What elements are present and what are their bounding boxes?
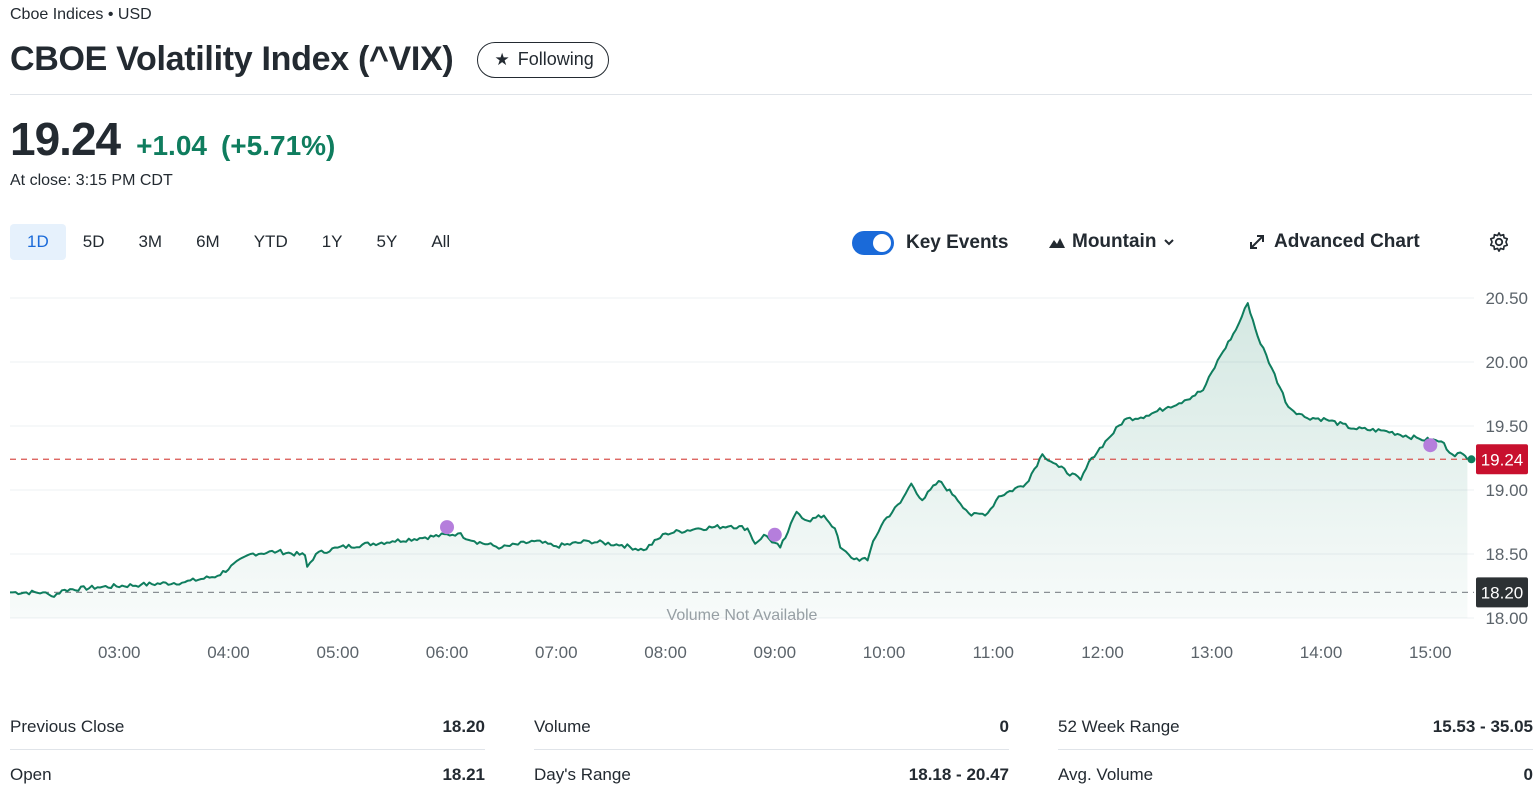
- x-tick-label: 14:00: [1300, 643, 1343, 662]
- stat-label: Volume: [534, 716, 591, 736]
- advanced-chart-button[interactable]: Advanced Chart: [1248, 231, 1420, 253]
- stat-label: Open: [10, 765, 52, 784]
- x-tick-label: 04:00: [207, 643, 250, 662]
- following-button[interactable]: ★ Following: [477, 41, 609, 78]
- range-ytd[interactable]: YTD: [253, 232, 288, 251]
- x-tick-label: 05:00: [316, 643, 359, 662]
- range-1d[interactable]: 1D: [10, 224, 66, 260]
- range-5y[interactable]: 5Y: [376, 232, 398, 251]
- range-selector: 1D 5D 3M 6M YTD 1Y 5Y All: [10, 224, 467, 260]
- price-change-percent: (+5.71%): [220, 130, 336, 161]
- stat-label: 52 Week Range: [1058, 716, 1180, 736]
- last-price-dot: [1467, 455, 1476, 464]
- stat-label: Previous Close: [10, 716, 125, 736]
- toggle-knob: [873, 234, 891, 252]
- close-time: At close: 3:15 PM CDT: [10, 172, 173, 189]
- key-events-toggle[interactable]: [852, 231, 894, 255]
- stat-value: 15.53 - 35.05: [1432, 716, 1533, 736]
- y-tick-label: 19.50: [1485, 417, 1528, 436]
- y-axis: 20.50 20.00 19.50 19.00 18.50 18.00: [1485, 289, 1528, 628]
- exchange-label: Cboe Indices • USD: [10, 6, 152, 23]
- x-axis: 03:00 04:00 05:00 06:00 07:00 08:00 09:00 10:00…: [98, 643, 1452, 662]
- x-tick-label: 03:00: [98, 643, 141, 662]
- following-label: Following: [517, 49, 594, 69]
- key-event-marker[interactable]: [1423, 438, 1438, 453]
- key-event-marker[interactable]: [440, 520, 455, 535]
- key-events-label: Key Events: [906, 232, 1009, 253]
- gear-icon: [1489, 232, 1509, 252]
- header-divider: [10, 94, 1532, 95]
- previous-close-badge: 18.20: [1476, 577, 1528, 608]
- x-tick-label: 11:00: [973, 643, 1014, 662]
- stat-label: Day's Range: [534, 765, 631, 784]
- range-all[interactable]: All: [431, 232, 451, 251]
- stat-value: 18.21: [442, 765, 485, 784]
- y-tick-label: 20.50: [1485, 289, 1528, 308]
- star-icon: ★: [494, 49, 510, 69]
- stat-avg-volume: Avg. Volume 0: [1058, 752, 1533, 792]
- chevron-down-icon: [1164, 239, 1175, 246]
- stat-value: 18.18 - 20.47: [908, 765, 1009, 784]
- chart-type-label: Mountain: [1072, 231, 1157, 252]
- advanced-chart-label: Advanced Chart: [1274, 231, 1420, 252]
- stat-value: 0: [999, 716, 1009, 736]
- range-6m[interactable]: 6M: [196, 232, 220, 251]
- previous-close-badge-label: 18.20: [1481, 583, 1524, 602]
- range-5d[interactable]: 5D: [82, 232, 105, 251]
- x-tick-label: 15:00: [1409, 643, 1452, 662]
- stat-volume: Volume 0: [534, 704, 1009, 750]
- stat-value: 0: [1523, 765, 1533, 784]
- y-tick-label: 18.00: [1485, 609, 1528, 628]
- stat-value: 18.20: [442, 716, 485, 736]
- stat-previous-close: Previous Close 18.20: [10, 704, 485, 750]
- x-tick-label: 08:00: [644, 643, 687, 662]
- expand-icon: [1250, 235, 1264, 249]
- current-price-badge-label: 19.24: [1481, 450, 1524, 469]
- chart-settings-button[interactable]: [1488, 231, 1510, 258]
- stat-open: Open 18.21: [10, 752, 485, 792]
- range-1y[interactable]: 1Y: [321, 232, 343, 251]
- price-change: +1.04: [136, 130, 207, 161]
- mountain-icon: [1049, 238, 1065, 248]
- title-row: CBOE Volatility Index (^VIX) ★ Following: [10, 40, 609, 79]
- x-tick-label: 13:00: [1191, 643, 1234, 662]
- stat-52-week-range: 52 Week Range 15.53 - 35.05: [1058, 704, 1533, 750]
- x-tick-label: 10:00: [863, 643, 906, 662]
- stat-label: Avg. Volume: [1058, 765, 1154, 784]
- range-3m[interactable]: 3M: [138, 232, 163, 251]
- x-tick-label: 07:00: [535, 643, 578, 662]
- price-line: [10, 302, 1469, 598]
- x-tick-label: 09:00: [754, 643, 797, 662]
- page-title: CBOE Volatility Index (^VIX): [10, 40, 454, 78]
- current-price-badge: 19.24: [1476, 444, 1528, 475]
- x-tick-label: 12:00: [1081, 643, 1124, 662]
- y-tick-label: 20.00: [1485, 353, 1528, 372]
- y-tick-label: 19.00: [1485, 481, 1528, 500]
- key-event-marker[interactable]: [767, 527, 782, 542]
- quote-price-row: 19.24 +1.04 (+5.71%): [10, 112, 335, 166]
- price-chart[interactable]: Volume Not Available 20.5020.0019.5019.0…: [0, 280, 1540, 680]
- chart-toolbar: Key Events Mountain Advanced Chart: [852, 226, 1509, 260]
- y-tick-label: 18.50: [1485, 545, 1528, 564]
- price-area: [10, 303, 1468, 618]
- x-tick-label: 06:00: [426, 643, 469, 662]
- chart-type-dropdown[interactable]: Mountain: [1048, 231, 1176, 253]
- stat-days-range: Day's Range 18.18 - 20.47: [534, 752, 1009, 792]
- current-price: 19.24: [10, 113, 121, 165]
- key-events: [440, 438, 1438, 542]
